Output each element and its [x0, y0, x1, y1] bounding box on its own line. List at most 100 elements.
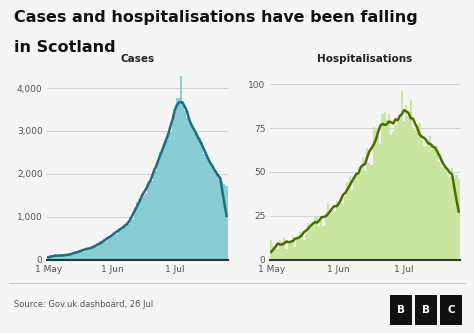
Bar [194, 131, 196, 260]
Bar [87, 250, 89, 260]
Bar [209, 164, 211, 260]
Bar [82, 252, 85, 260]
Bar [410, 100, 412, 260]
Bar [425, 147, 427, 260]
Bar [279, 240, 281, 260]
Bar [420, 140, 423, 260]
Bar [349, 176, 351, 260]
Bar [93, 247, 95, 260]
Bar [438, 162, 440, 260]
Bar [219, 180, 221, 260]
Text: Cases and hospitalisations have been falling: Cases and hospitalisations have been fal… [14, 10, 418, 25]
Bar [128, 224, 130, 260]
Bar [74, 254, 76, 260]
Bar [155, 171, 157, 260]
Bar [392, 132, 394, 260]
Bar [375, 129, 377, 260]
Bar [223, 184, 226, 260]
Bar [70, 253, 72, 260]
Bar [451, 168, 453, 260]
Bar [314, 216, 316, 260]
Bar [322, 226, 325, 260]
Bar [327, 203, 329, 260]
Bar [447, 175, 449, 260]
Bar [114, 232, 116, 260]
Text: C: C [447, 305, 455, 315]
Bar [333, 210, 336, 260]
Bar [445, 167, 447, 260]
Bar [394, 125, 397, 260]
Bar [153, 168, 155, 260]
Bar [331, 211, 333, 260]
Bar [105, 241, 108, 260]
Bar [111, 234, 114, 260]
Bar [412, 128, 414, 260]
Bar [351, 189, 353, 260]
Bar [311, 226, 314, 260]
Bar [419, 123, 420, 260]
Bar [301, 233, 303, 260]
Bar [370, 165, 373, 260]
Bar [213, 171, 215, 260]
Bar [138, 199, 141, 260]
Bar [383, 112, 386, 260]
Bar [134, 208, 137, 260]
Bar [54, 254, 55, 260]
Bar [294, 247, 296, 260]
Bar [316, 216, 318, 260]
Bar [124, 227, 126, 260]
Bar [186, 118, 188, 260]
Bar [353, 178, 355, 260]
Bar [201, 142, 203, 260]
Bar [207, 158, 209, 260]
Bar [180, 76, 182, 260]
Bar [299, 232, 301, 260]
Bar [342, 203, 344, 260]
Bar [68, 254, 70, 260]
Bar [137, 202, 138, 260]
Bar [97, 246, 99, 260]
Bar [456, 175, 457, 260]
Bar [355, 172, 357, 260]
Bar [190, 126, 192, 260]
Bar [217, 175, 219, 260]
Bar [403, 121, 405, 260]
Bar [373, 127, 375, 260]
Bar [173, 112, 176, 260]
Bar [281, 242, 283, 260]
Bar [296, 237, 299, 260]
Bar [165, 142, 167, 260]
Bar [379, 144, 381, 260]
Bar [440, 155, 442, 260]
Text: B: B [397, 305, 405, 315]
Bar [340, 197, 342, 260]
Bar [178, 99, 180, 260]
Bar [145, 193, 147, 260]
Text: B: B [422, 305, 430, 315]
Bar [130, 220, 132, 260]
Bar [320, 221, 322, 260]
Bar [366, 148, 368, 260]
Bar [277, 249, 279, 260]
Bar [283, 237, 285, 260]
Bar [64, 254, 66, 260]
Bar [176, 98, 178, 260]
Bar [386, 120, 388, 260]
Bar [290, 240, 292, 260]
Bar [118, 228, 120, 260]
Bar [364, 171, 366, 260]
Bar [184, 111, 186, 260]
Bar [79, 250, 81, 260]
Bar [47, 256, 49, 260]
Bar [55, 256, 58, 260]
Bar [360, 170, 362, 260]
Bar [405, 105, 408, 260]
Bar [167, 133, 170, 260]
Bar [431, 144, 434, 260]
Bar [49, 255, 52, 260]
Bar [457, 179, 460, 260]
Bar [147, 180, 149, 260]
Bar [143, 195, 145, 260]
Bar [336, 201, 338, 260]
Bar [408, 116, 410, 260]
